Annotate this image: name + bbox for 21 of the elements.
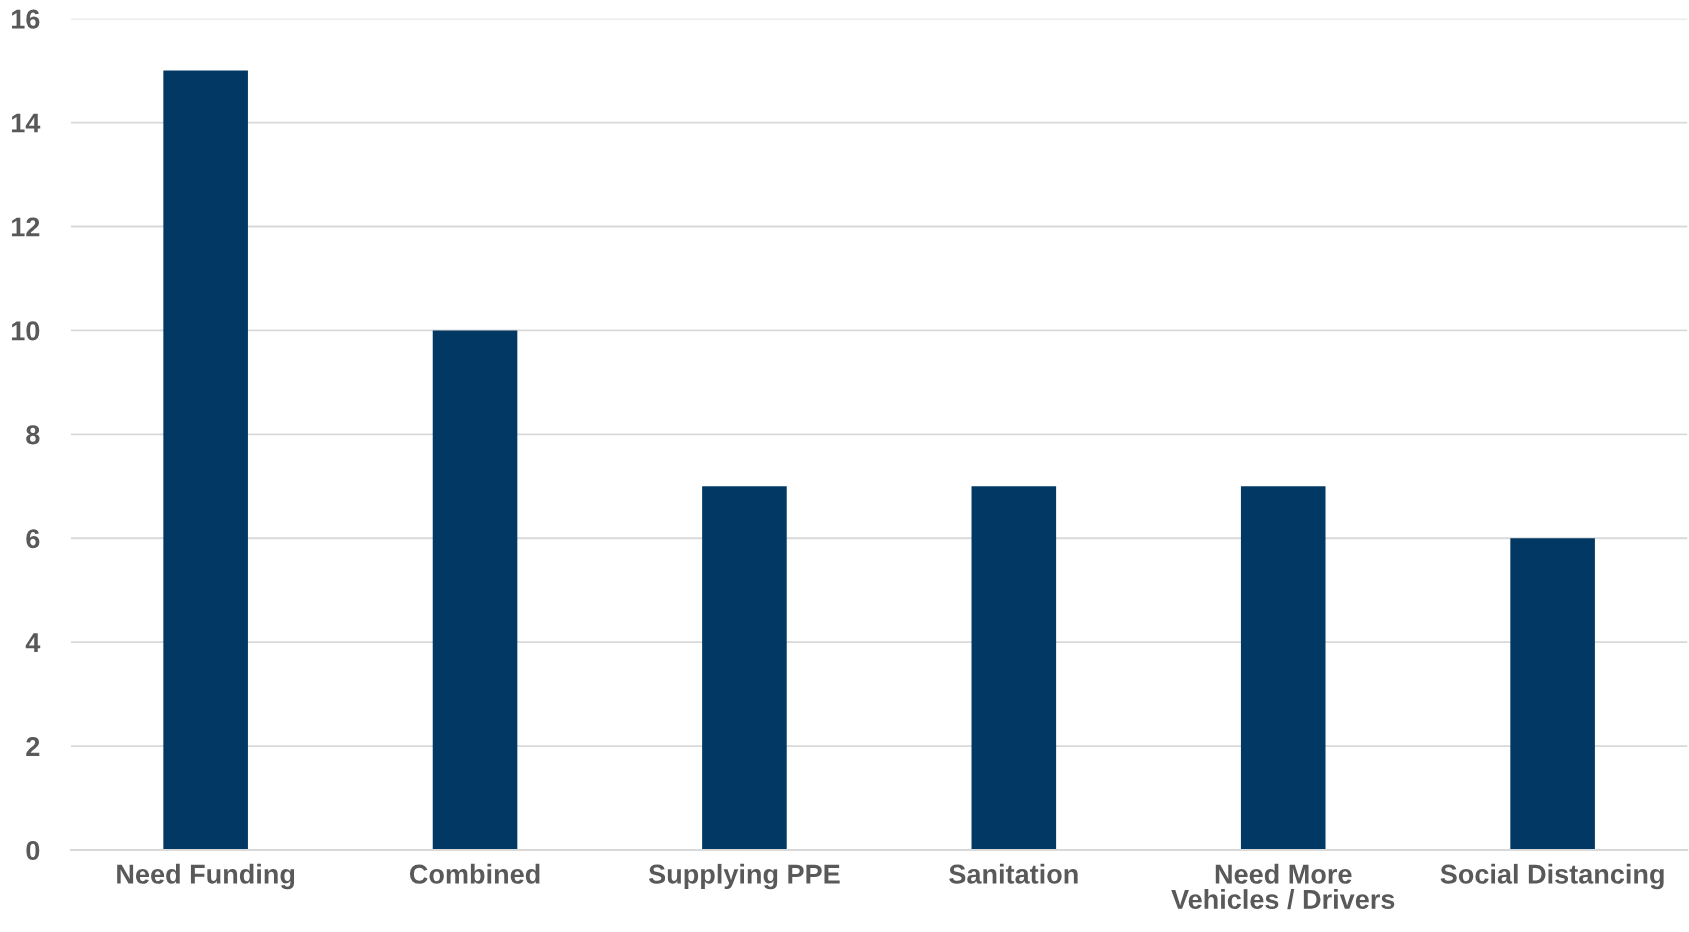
bar xyxy=(163,70,248,850)
y-tick-label: 12 xyxy=(11,217,40,237)
y-tick-label: 10 xyxy=(11,321,40,341)
y-tick-label: 14 xyxy=(11,113,41,133)
y-tick-label: 2 xyxy=(26,736,40,756)
x-tick-label: Supplying PPE xyxy=(648,863,840,890)
bar xyxy=(971,486,1057,850)
y-tick-label: 0 xyxy=(26,840,40,861)
x-tick-label: Need More Vehicles / Drivers xyxy=(1171,863,1395,910)
x-tick-label: Sanitation xyxy=(949,863,1078,884)
bar xyxy=(702,486,787,850)
bar xyxy=(1510,538,1595,850)
x-tick-label: Need Funding xyxy=(117,863,295,890)
y-tick-label: 8 xyxy=(26,425,40,445)
y-tick-label: 4 xyxy=(25,633,41,652)
y-tick-label: 16 xyxy=(11,9,40,29)
y-tick-label: 6 xyxy=(26,529,40,549)
bar xyxy=(432,330,518,850)
x-tick-label: Social Distancing xyxy=(1440,863,1664,890)
x-tick-label: Combined xyxy=(409,863,540,884)
bar xyxy=(1240,486,1326,850)
